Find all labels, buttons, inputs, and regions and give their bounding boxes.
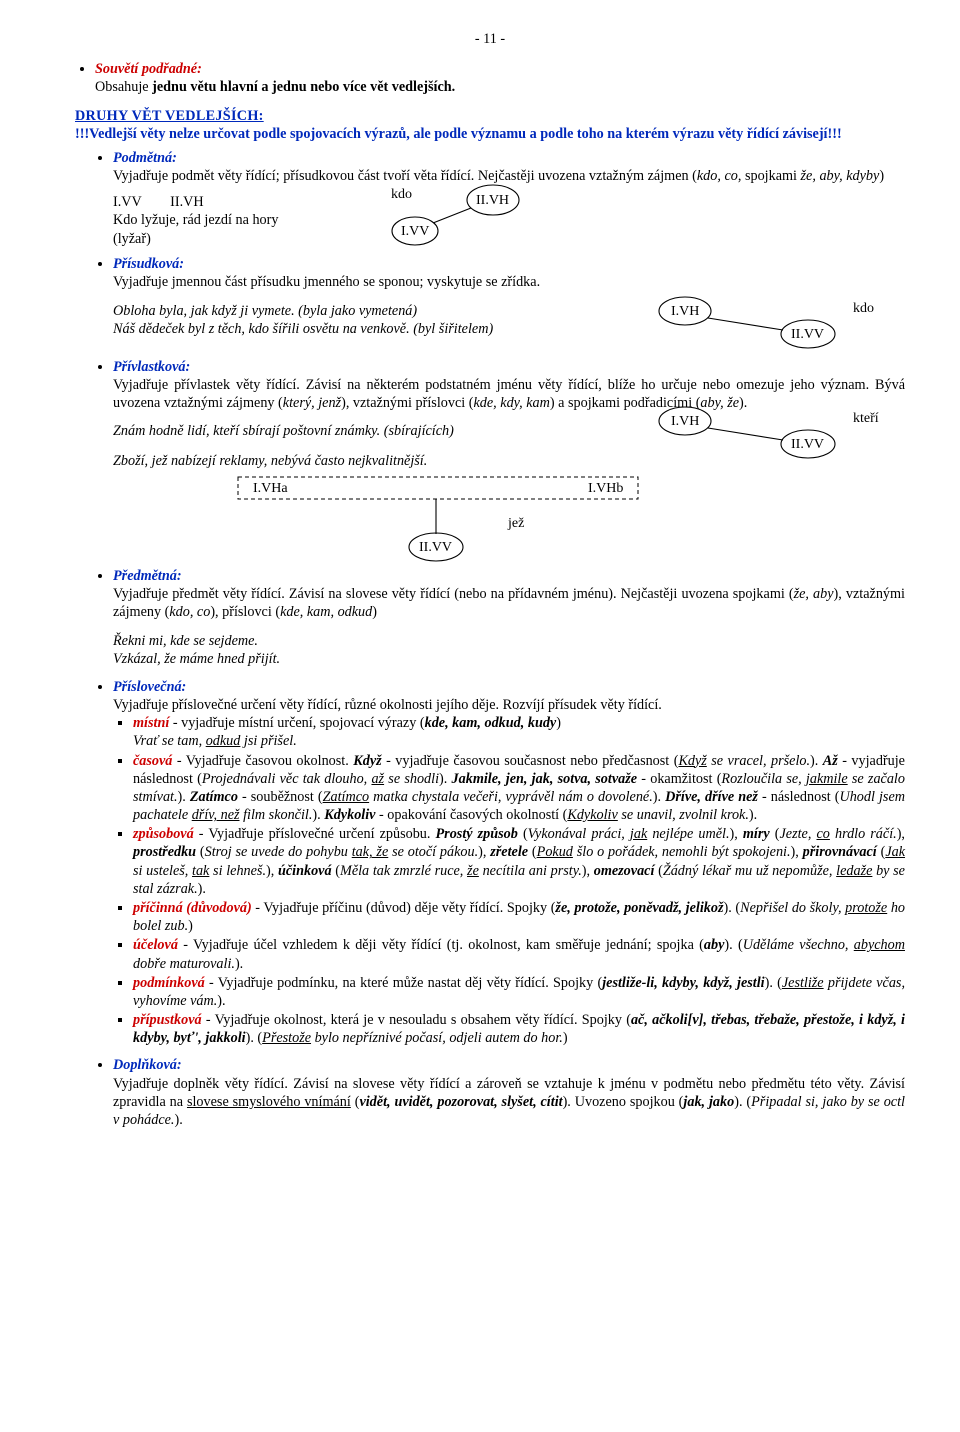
- svg-text:kdo: kdo: [853, 301, 874, 316]
- prislovecna-desc: Vyjadřuje příslovečné určení věty řídící…: [113, 697, 662, 713]
- souveti-desc: Obsahuje jednu větu hlavní a jednu nebo …: [95, 79, 455, 95]
- privlastkova-ex2: Zboží, jež nabízejí reklamy, nebývá čast…: [113, 453, 427, 469]
- svg-text:kdo: kdo: [391, 187, 412, 202]
- prisudkova-title: Přísudková:: [113, 256, 184, 272]
- predmetna-ex1: Řekni mi, kde se sejdeme.: [113, 633, 258, 649]
- privlastkova-ex1: Znám hodně lidí, kteří sbírají poštovní …: [113, 423, 454, 439]
- svg-text:I.VHb: I.VHb: [588, 481, 623, 496]
- pripustkova-item: přípustková - Vyjadřuje okolnost, která …: [133, 1011, 905, 1047]
- podmetna-line2: Kdo lyžuje, rád jezdí na hory: [113, 212, 278, 228]
- svg-text:jež: jež: [507, 516, 524, 531]
- predmetna-desc: Vyjadřuje předmět věty řídící. Závisí na…: [113, 586, 905, 620]
- svg-text:II.VV: II.VV: [791, 327, 824, 342]
- prisudkova-ex1: Obloha byla, jak když ji vymete. (byla j…: [113, 303, 417, 319]
- prislovecna-title: Příslovečná:: [113, 679, 186, 695]
- podmetna-item: Podmětná: Vyjadřuje podmět věty řídící; …: [113, 149, 905, 185]
- podminkova-item: podmínková - Vyjadřuje podmínku, na kter…: [133, 974, 905, 1010]
- podmetna-line1: I.VV II.VH: [113, 194, 204, 210]
- mistni-item: místní - vyjadřuje místní určení, spojov…: [133, 714, 905, 750]
- privlastkova-diagram2: I.VHa I.VHb II.VV jež: [233, 472, 693, 567]
- prisudkova-item: Přísudková: Vyjadřuje jmennou část přísu…: [113, 255, 905, 291]
- predmetna-item: Předmětná: Vyjadřuje předmět věty řídící…: [113, 567, 905, 622]
- souveti-title: Souvětí podřadné:: [95, 61, 202, 77]
- privlastkova-title: Přívlastková:: [113, 359, 190, 375]
- druhy-title: DRUHY VĚT VEDLEJŠÍCH:: [75, 108, 264, 124]
- svg-text:I.VH: I.VH: [671, 304, 699, 319]
- podmetna-diagram: kdo II.VH I.VV: [363, 183, 563, 248]
- predmetna-ex2: Vzkázal, že máme hned přijít.: [113, 651, 280, 667]
- prisudkova-diagram: I.VH II.VV kdo: [653, 296, 913, 356]
- pricinna-item: příčinná (důvodová) - Vyjadřuje příčinu …: [133, 899, 905, 935]
- ucelova-item: účelová - Vyjadřuje účel vzhledem k ději…: [133, 936, 905, 972]
- doplnkova-title: Doplňková:: [113, 1057, 182, 1073]
- prislovecna-item: Příslovečná: Vyjadřuje příslovečné určen…: [113, 678, 905, 714]
- svg-text:I.VV: I.VV: [401, 224, 429, 239]
- svg-text:II.VH: II.VH: [476, 193, 509, 208]
- souveti-item: Souvětí podřadné: Obsahuje jednu větu hl…: [95, 60, 905, 96]
- svg-text:kteří: kteří: [853, 411, 879, 426]
- podmetna-desc: Vyjadřuje podmět věty řídící; přísudkovo…: [113, 168, 884, 184]
- prisudkova-desc: Vyjadřuje jmennou část přísudku jmenného…: [113, 274, 540, 290]
- svg-text:II.VV: II.VV: [419, 540, 452, 555]
- svg-text:II.VV: II.VV: [791, 437, 824, 452]
- predmetna-title: Předmětná:: [113, 568, 182, 584]
- privlastkova-diagram1: I.VH II.VV kteří: [653, 406, 913, 464]
- svg-text:I.VHa: I.VHa: [253, 481, 288, 496]
- svg-text:I.VH: I.VH: [671, 414, 699, 429]
- page-number: - 11 -: [75, 30, 905, 48]
- podmetna-line3: (lyžař): [113, 231, 151, 247]
- zpusobova-item: způsobová - Vyjadřuje příslovečné určení…: [133, 825, 905, 898]
- privlastkova-item: Přívlastková: Vyjadřuje přívlastek věty …: [113, 358, 905, 413]
- doplnkova-item: Doplňková: Vyjadřuje doplněk věty řídící…: [113, 1056, 905, 1129]
- doplnkova-desc: Vyjadřuje doplněk věty řídící. Závisí na…: [113, 1076, 905, 1128]
- prisudkova-ex2: Náš dědeček byl z těch, kdo šířili osvět…: [113, 321, 493, 337]
- druhy-note: !!!Vedlejší věty nelze určovat podle spo…: [75, 126, 842, 142]
- casova-item: časová - Vyjadřuje časovou okolnost. Kdy…: [133, 752, 905, 825]
- podmetna-title: Podmětná:: [113, 150, 177, 166]
